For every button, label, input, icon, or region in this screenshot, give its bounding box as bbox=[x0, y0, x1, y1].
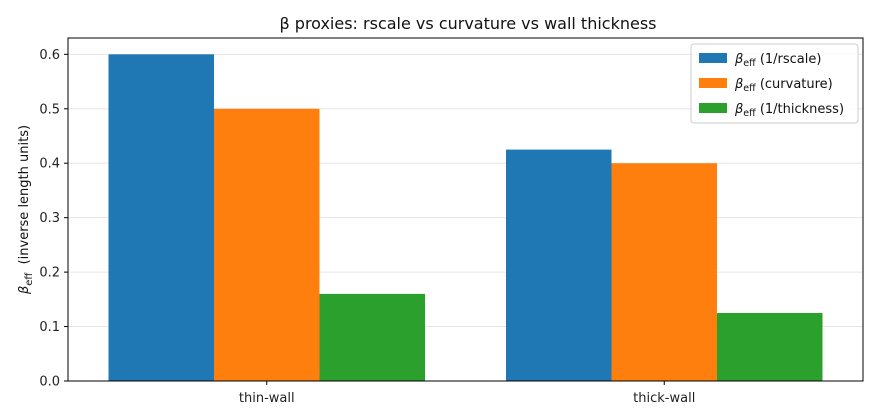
legend-entry-0: βeff (1/rscale) bbox=[734, 52, 821, 69]
bar-thick-wall-series-2 bbox=[717, 312, 823, 381]
y-axis-label-subscript: eff bbox=[24, 272, 35, 286]
bar-thin-wall-series-2 bbox=[319, 293, 425, 381]
legend-symbol: β bbox=[734, 77, 743, 92]
bars bbox=[108, 54, 823, 382]
legend-swatch-1 bbox=[699, 78, 727, 88]
legend-swatch-2 bbox=[699, 103, 727, 113]
legend-subscript: eff bbox=[743, 83, 756, 94]
axes: 0.0 0.1 0.2 0.3 0.4 0.5 0.6 thin-wall thick-wall bbox=[39, 37, 864, 406]
legend-symbol: β bbox=[734, 102, 743, 117]
legend-entry-2: βeff (1/thickness) bbox=[734, 102, 844, 119]
legend-label: (curvature) bbox=[756, 77, 833, 92]
y-axis-label-group: βeff (inverse length units) bbox=[17, 125, 35, 295]
y-tick-label: 0.5 bbox=[39, 102, 60, 117]
y-tick-label: 0.3 bbox=[39, 211, 60, 226]
legend-label: (1/rscale) bbox=[756, 52, 822, 67]
bar-thick-wall-series-1 bbox=[611, 163, 717, 381]
legend-subscript: eff bbox=[743, 58, 756, 69]
chart-title: β proxies: rscale vs curvature vs wall t… bbox=[279, 14, 656, 33]
bar-thin-wall-series-1 bbox=[214, 108, 320, 382]
legend-symbol: β bbox=[734, 52, 743, 67]
y-tick-label: 0.4 bbox=[39, 157, 60, 172]
legend-label: (1/thickness) bbox=[756, 102, 844, 117]
bar-thin-wall-series-0 bbox=[108, 54, 214, 381]
x-tick-label: thin-wall bbox=[239, 391, 295, 406]
y-axis-label-units: (inverse length units) bbox=[17, 125, 32, 273]
legend: βeff (1/rscale)βeff (curvature)βeff (1/t… bbox=[690, 43, 859, 124]
y-axis-label: βeff (inverse length units) bbox=[17, 125, 35, 295]
legend-box bbox=[690, 43, 859, 124]
y-tick-label: 0.6 bbox=[39, 48, 60, 63]
legend-entry-1: βeff (curvature) bbox=[734, 77, 833, 94]
plot-frame bbox=[67, 37, 864, 382]
legend-subscript: eff bbox=[743, 108, 756, 119]
y-tick-label: 0.1 bbox=[39, 320, 60, 335]
legend-swatch-0 bbox=[699, 53, 727, 63]
y-axis-label-text: βeff (inverse length units) bbox=[17, 125, 35, 295]
bar-thick-wall-series-0 bbox=[506, 149, 612, 381]
y-tick-label: 0.2 bbox=[39, 266, 60, 281]
x-tick-label: thick-wall bbox=[633, 391, 695, 406]
y-tick-label: 0.0 bbox=[39, 375, 60, 390]
y-axis-label-symbol: β bbox=[17, 286, 32, 295]
